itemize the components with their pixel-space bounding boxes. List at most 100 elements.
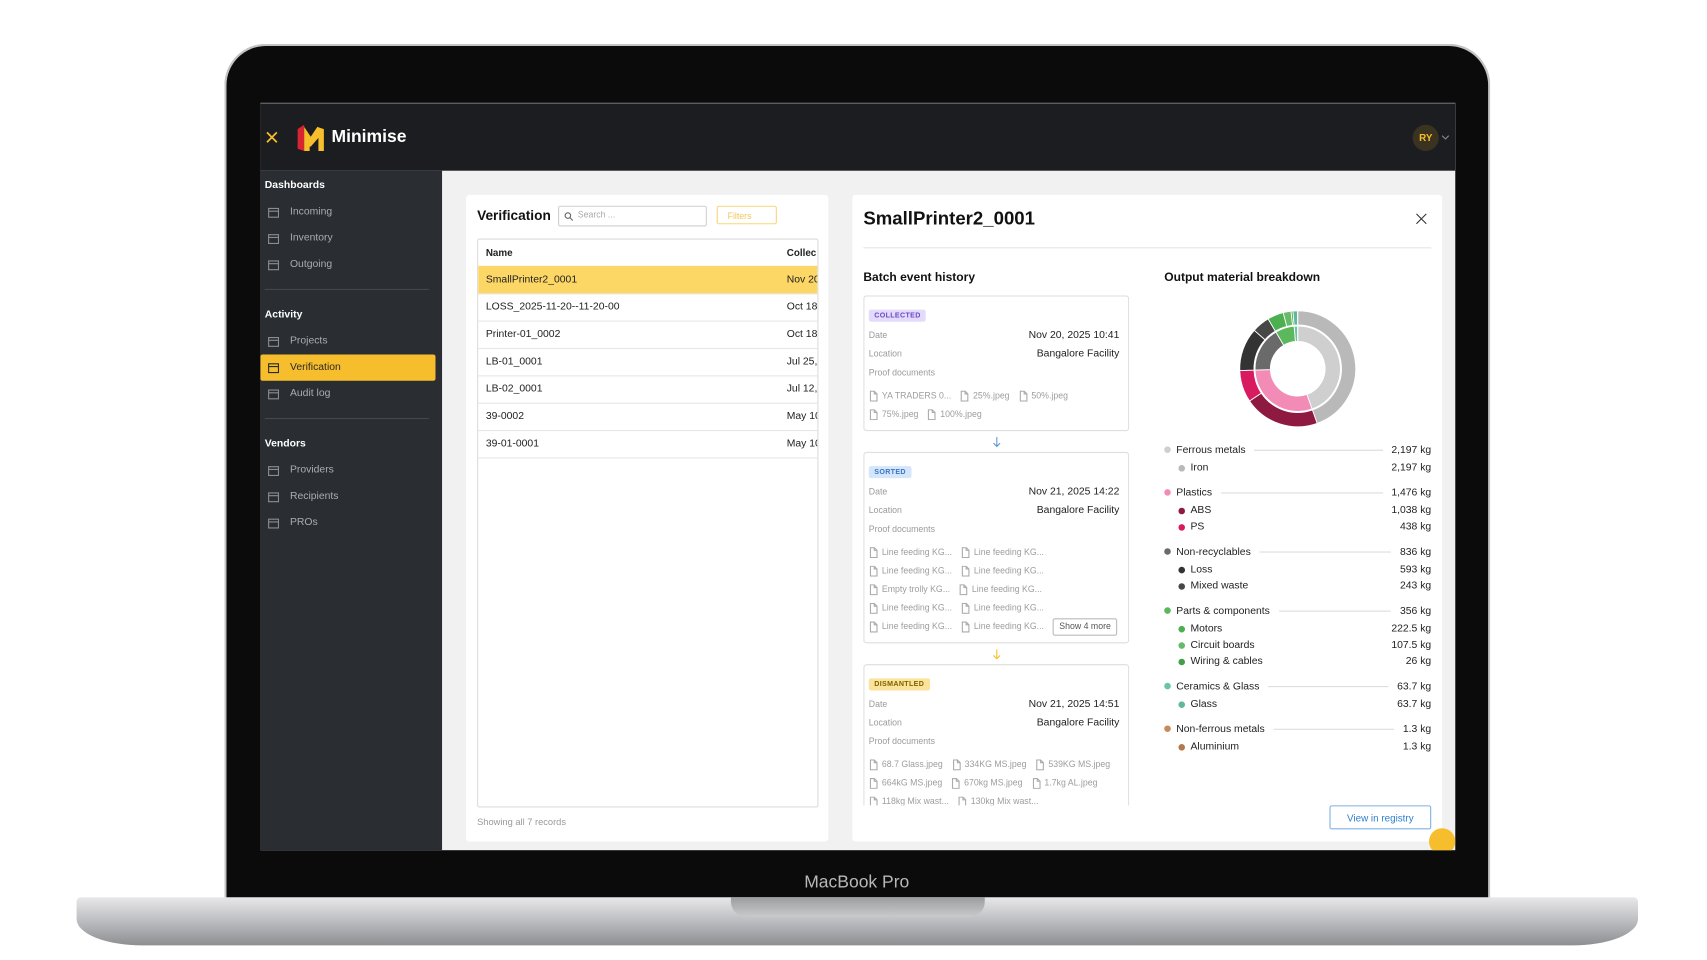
table-row[interactable]: Printer-01_0002 Oct 18, [478, 321, 819, 350]
field-label: Date [868, 486, 888, 497]
sidebar-item[interactable]: Projects [260, 328, 435, 354]
document[interactable]: 100%.jpeg [927, 405, 982, 424]
document[interactable]: 50%.jpeg [1018, 386, 1068, 405]
group-name: Non-ferrous metals [1176, 722, 1265, 735]
registry-button[interactable]: View in registry [1329, 805, 1432, 830]
field-label: Location [868, 349, 902, 359]
sidebar-icon-shape [268, 466, 280, 476]
item-amount: 1.3 kg [1402, 740, 1432, 753]
document-icon [869, 602, 878, 614]
legend-group: Parts & components 356 kg [1164, 601, 1431, 621]
document[interactable]: YA TRADERS 0... [869, 386, 951, 405]
sidebar-item-label: Outgoing [289, 258, 333, 271]
document-name: 50%.jpeg [1031, 390, 1068, 401]
user-chevron[interactable] [1441, 135, 1450, 142]
legend-group: Non-recyclables 836 kg [1164, 542, 1431, 562]
sidebar-item[interactable]: Providers [260, 457, 435, 483]
field-value: Bangalore Facility [1036, 716, 1120, 729]
table-row[interactable]: SmallPrinter2_0001 Nov 20, [478, 265, 818, 295]
legend-item: Mixed waste 243 kg [1164, 578, 1431, 594]
legend-group: Plastics 1,476 kg [1164, 483, 1431, 503]
filters-label: Filters [727, 211, 752, 222]
document-icon-shape [1036, 758, 1044, 770]
sidebar-item[interactable]: PROs [260, 510, 435, 536]
search-input[interactable]: Search ... [558, 205, 707, 227]
table-cell: Jul 25, [786, 355, 818, 368]
legend-dot [1178, 464, 1186, 472]
detail-card: SmallPrinter2_0001 Batch event history COL… [852, 194, 1443, 842]
leader-line [1278, 610, 1392, 612]
document-name: Empty trolly KG... [881, 584, 951, 595]
close-menu-icon[interactable] [266, 131, 278, 143]
sidebar-item[interactable]: Recipients [260, 484, 435, 510]
sidebar-item[interactable]: Audit log [260, 381, 435, 407]
document[interactable]: 539KG MS.jpeg [1035, 755, 1110, 774]
table-cell: Nov 20, [786, 273, 818, 286]
chat-button[interactable] [1429, 828, 1456, 851]
document[interactable]: Empty trolly KG... [869, 580, 950, 599]
legend-item: Aluminium 1.3 kg [1164, 739, 1431, 755]
sidebar-icon [268, 518, 280, 529]
document-name: 1.7kg AL.jpeg [1044, 777, 1098, 788]
sidebar-heading: Vendors [264, 437, 306, 450]
document-name: Line feeding KG... [881, 602, 953, 613]
document[interactable]: 118kg Mix wast... [869, 792, 949, 806]
filters-button[interactable]: Filters [716, 205, 777, 225]
document-icon-shape [869, 758, 878, 770]
group-name: Ceramics & Glass [1176, 680, 1260, 693]
sidebar-item-label: Verification [289, 361, 341, 374]
document[interactable]: 75%.jpeg [869, 405, 918, 424]
show-more-button[interactable]: Show 4 more [1052, 618, 1118, 636]
document[interactable]: Line feeding KG... [961, 599, 1044, 618]
arrow-icon [992, 648, 1000, 659]
document-icon [952, 758, 961, 770]
list-footer: Showing all 7 records [477, 816, 566, 828]
table-row[interactable]: LB-02_0001 Jul 12, [478, 375, 818, 404]
table-row[interactable]: LOSS_2025-11-20--11-20-00 Oct 18, [478, 293, 818, 322]
document-icon [961, 546, 970, 558]
sidebar-icon-shape [268, 337, 280, 347]
document-name: Line feeding KG... [973, 565, 1044, 576]
legend-item: Iron 2,197 kg [1164, 460, 1431, 476]
event-card: COLLECTED Date Nov 20, 2025 10:41 Location B… [863, 295, 1130, 432]
item-amount: 26 kg [1405, 655, 1432, 668]
document[interactable]: Line feeding KG... [869, 543, 952, 562]
table-row[interactable]: LB-01_0001 Jul 25, [478, 348, 818, 377]
document[interactable]: 334KG MS.jpeg [952, 755, 1026, 774]
legend-dot [1178, 507, 1186, 514]
document-icon-shape [961, 390, 969, 402]
legend: Ferrous metals 2,197 kg Iron 2,197 kg Plasti… [1164, 440, 1431, 762]
document[interactable]: 1.7kg AL.jpeg [1031, 774, 1097, 793]
field-row: Date Nov 20, 2025 10:41 [869, 326, 1120, 345]
sidebar-item[interactable]: Verification [260, 354, 436, 381]
document[interactable]: Line feeding KG... [869, 617, 952, 636]
table-cell: Oct 18, [786, 328, 819, 341]
search-icon-shape [564, 212, 574, 221]
item-name: PS [1190, 520, 1205, 533]
document[interactable]: Line feeding KG... [961, 561, 1044, 580]
table-row[interactable]: 39-0002 May 10 [478, 403, 818, 432]
screen: Minimise RY Dashboards Incoming Inventory O… [260, 102, 1456, 851]
column-header: Collec [786, 247, 817, 259]
document[interactable]: 670kg MS.jpeg [951, 774, 1023, 793]
document[interactable]: Line feeding KG... [869, 561, 952, 580]
document[interactable]: 68.7 Glass.jpeg [869, 755, 943, 774]
user-avatar[interactable]: RY [1412, 124, 1439, 151]
verification-card: Verification Search ... Filters Name Collec S… [466, 194, 829, 842]
table-row[interactable]: 39-01-0001 May 10 [478, 430, 818, 459]
document[interactable]: Line feeding KG... [959, 580, 1042, 599]
sidebar-item[interactable]: Inventory [260, 225, 435, 251]
donut-item-slice [1292, 310, 1299, 326]
documents: Line feeding KG... Line feeding KG... Line… [869, 543, 1120, 636]
status-badge: SORTED [868, 466, 912, 479]
document[interactable]: Line feeding KG... [961, 543, 1044, 562]
document[interactable]: Line feeding KG... [961, 617, 1044, 636]
document-icon-shape [869, 602, 878, 614]
document[interactable]: Line feeding KG... [869, 599, 952, 618]
document[interactable]: 664kG MS.jpeg [869, 774, 942, 793]
sidebar-item[interactable]: Incoming [260, 199, 435, 225]
document[interactable]: 130kg Mix wast... [958, 792, 1038, 806]
document[interactable]: 25%.jpeg [960, 386, 1010, 405]
close-icon[interactable] [1415, 212, 1428, 225]
sidebar-item[interactable]: Outgoing [260, 252, 435, 278]
